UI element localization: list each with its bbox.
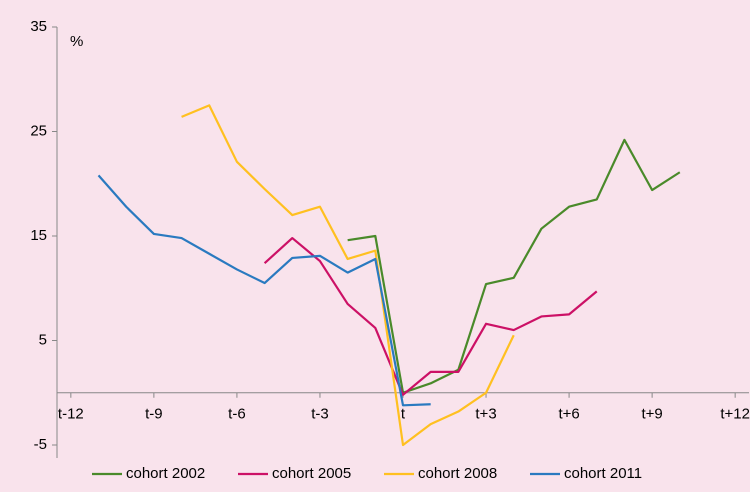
y-tick-label: 35 <box>30 18 47 35</box>
x-tick-label: t-6 <box>228 406 246 423</box>
y-tick-label: 5 <box>39 331 47 348</box>
legend-label: cohort 2005 <box>272 465 351 482</box>
legend-label: cohort 2008 <box>418 465 497 482</box>
x-tick-label: t+3 <box>475 406 496 423</box>
x-tick-label: t-9 <box>145 406 163 423</box>
legend-label: cohort 2011 <box>564 465 642 482</box>
x-tick-label: t <box>401 406 406 423</box>
x-tick-label: t+6 <box>558 406 579 423</box>
x-tick-label: t+9 <box>641 406 662 423</box>
series-line <box>263 236 598 396</box>
y-axis-label: % <box>70 33 83 50</box>
series-line <box>347 138 681 394</box>
y-tick-label: 25 <box>30 122 47 139</box>
series-line <box>97 174 431 407</box>
y-tick-label: -5 <box>34 436 47 453</box>
y-tick-label: 15 <box>30 227 47 244</box>
x-tick-label: t-3 <box>311 406 329 423</box>
x-tick-label: t+12 <box>720 406 750 423</box>
legend-label: cohort 2002 <box>126 465 205 482</box>
x-tick-label: t-12 <box>58 406 84 423</box>
series-line <box>181 104 515 447</box>
